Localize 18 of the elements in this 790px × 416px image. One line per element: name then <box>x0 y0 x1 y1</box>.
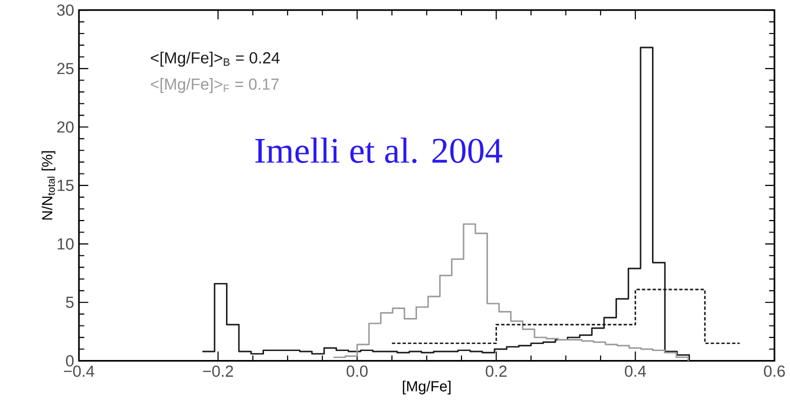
x-tick-label: −0.2 <box>203 366 234 377</box>
y-tick-label: 20 <box>57 121 74 133</box>
text: <[Mg/Fe]>$_{F}$ = 0.17 <box>150 78 279 94</box>
x-tick-label: −0.4 <box>64 366 94 377</box>
text: <[Mg/Fe]>$_{B}$ = 0.24 <box>150 52 280 67</box>
y-tick-label: 25 <box>57 62 74 74</box>
y-tick-label: 5 <box>66 296 74 308</box>
x-axis-title: [Mg/Fe] <box>402 380 450 394</box>
y-tick-label: 30 <box>57 4 74 16</box>
y-tick-label: 10 <box>58 238 74 250</box>
y-tick-label: 0 <box>66 355 74 367</box>
y-tick-label: 15 <box>58 180 74 192</box>
annotation: Imelli et al. 2004 <box>255 138 502 164</box>
x-tick-label: 0.6 <box>764 366 785 377</box>
x-tick-label: 0.2 <box>486 366 507 377</box>
x-tick-label: 0.4 <box>624 366 646 377</box>
x-tick-label: 0.0 <box>346 366 368 377</box>
y-axis-title: N/N$_{total}$ [%] <box>42 151 56 220</box>
